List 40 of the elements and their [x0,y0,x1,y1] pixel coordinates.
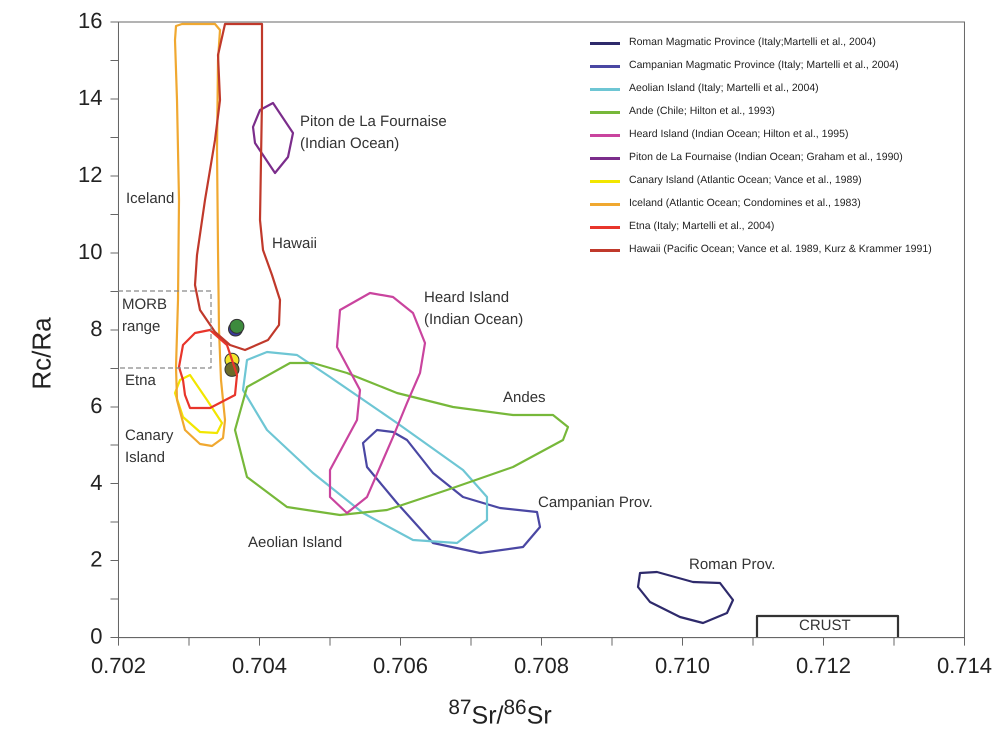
annotation: MORB range [122,296,167,336]
legend-label: Aeolian Island (Italy; Martelli et al., 2004) [629,82,819,94]
x-tick-label: 0.702 [90,652,146,678]
y-tick-label: 0 [90,624,102,649]
y-tick-label: 4 [90,470,102,495]
y-tick-label: 8 [90,316,102,341]
annotation: Andes [503,389,546,406]
x-tick-label: 0.712 [796,652,852,678]
legend-label: Campanian Magmatic Province (Italy; Martelli et al., 2004) [629,59,899,71]
annotation: Canary Island [125,427,174,466]
annotation: Etna [125,372,157,390]
y-tick-label: 12 [78,162,102,187]
annotation: Piton de La Fournaise (Indian Ocean) [300,113,447,152]
annotation: Aeolian Island [248,534,342,552]
legend-label: Ande (Chile; Hilton et al., 1993) [629,105,775,117]
x-axis-title: $^{87}$Sr/$^{86}$Sr [447,696,553,730]
x-tick-label: 0.708 [514,652,570,678]
y-tick-label: 14 [78,85,102,110]
x-tick-label: 0.706 [372,652,428,678]
x-tick-label: 0.714 [936,652,992,678]
y-tick-label: 10 [78,238,102,264]
y-tick-label: 16 [78,8,102,34]
annotation: CRUST [799,617,851,634]
annotation: Roman Prov. [689,556,776,574]
x-tick-label: 0.704 [232,652,287,678]
legend-label: Canary Island (Atlantic Ocean; Vance et al., 1989) [629,174,862,186]
annotation: Heard Island (Indian Ocean) [424,289,524,328]
annotation: Iceland [126,190,174,208]
legend-label: Hawaii (Pacific Ocean; Vance et al. 1989, Kurz & Krammer 1991) [629,243,932,255]
y-tick-label: 6 [90,392,102,418]
y-axis-title: Rc/Ra [26,316,58,392]
legend-label: Iceland (Atlantic Ocean; Condomines et al., 1983) [629,197,861,209]
legend-label: Roman Magmatic Province (Italy;Martelli et al., 2004) [629,36,876,48]
annotation: Campanian Prov. [538,494,653,512]
x-tick-label: 0.710 [654,652,710,678]
y-tick-label: 2 [90,546,102,572]
annotation: Hawaii [272,235,318,252]
legend-label: Heard Island (Indian Ocean; Hilton et al., 1995) [629,128,848,140]
legend-label: Piton de La Fournaise (Indian Ocean; Graham et al., 1990) [629,151,903,163]
legend-label: Etna (Italy; Martelli et al., 2004) [629,220,774,232]
